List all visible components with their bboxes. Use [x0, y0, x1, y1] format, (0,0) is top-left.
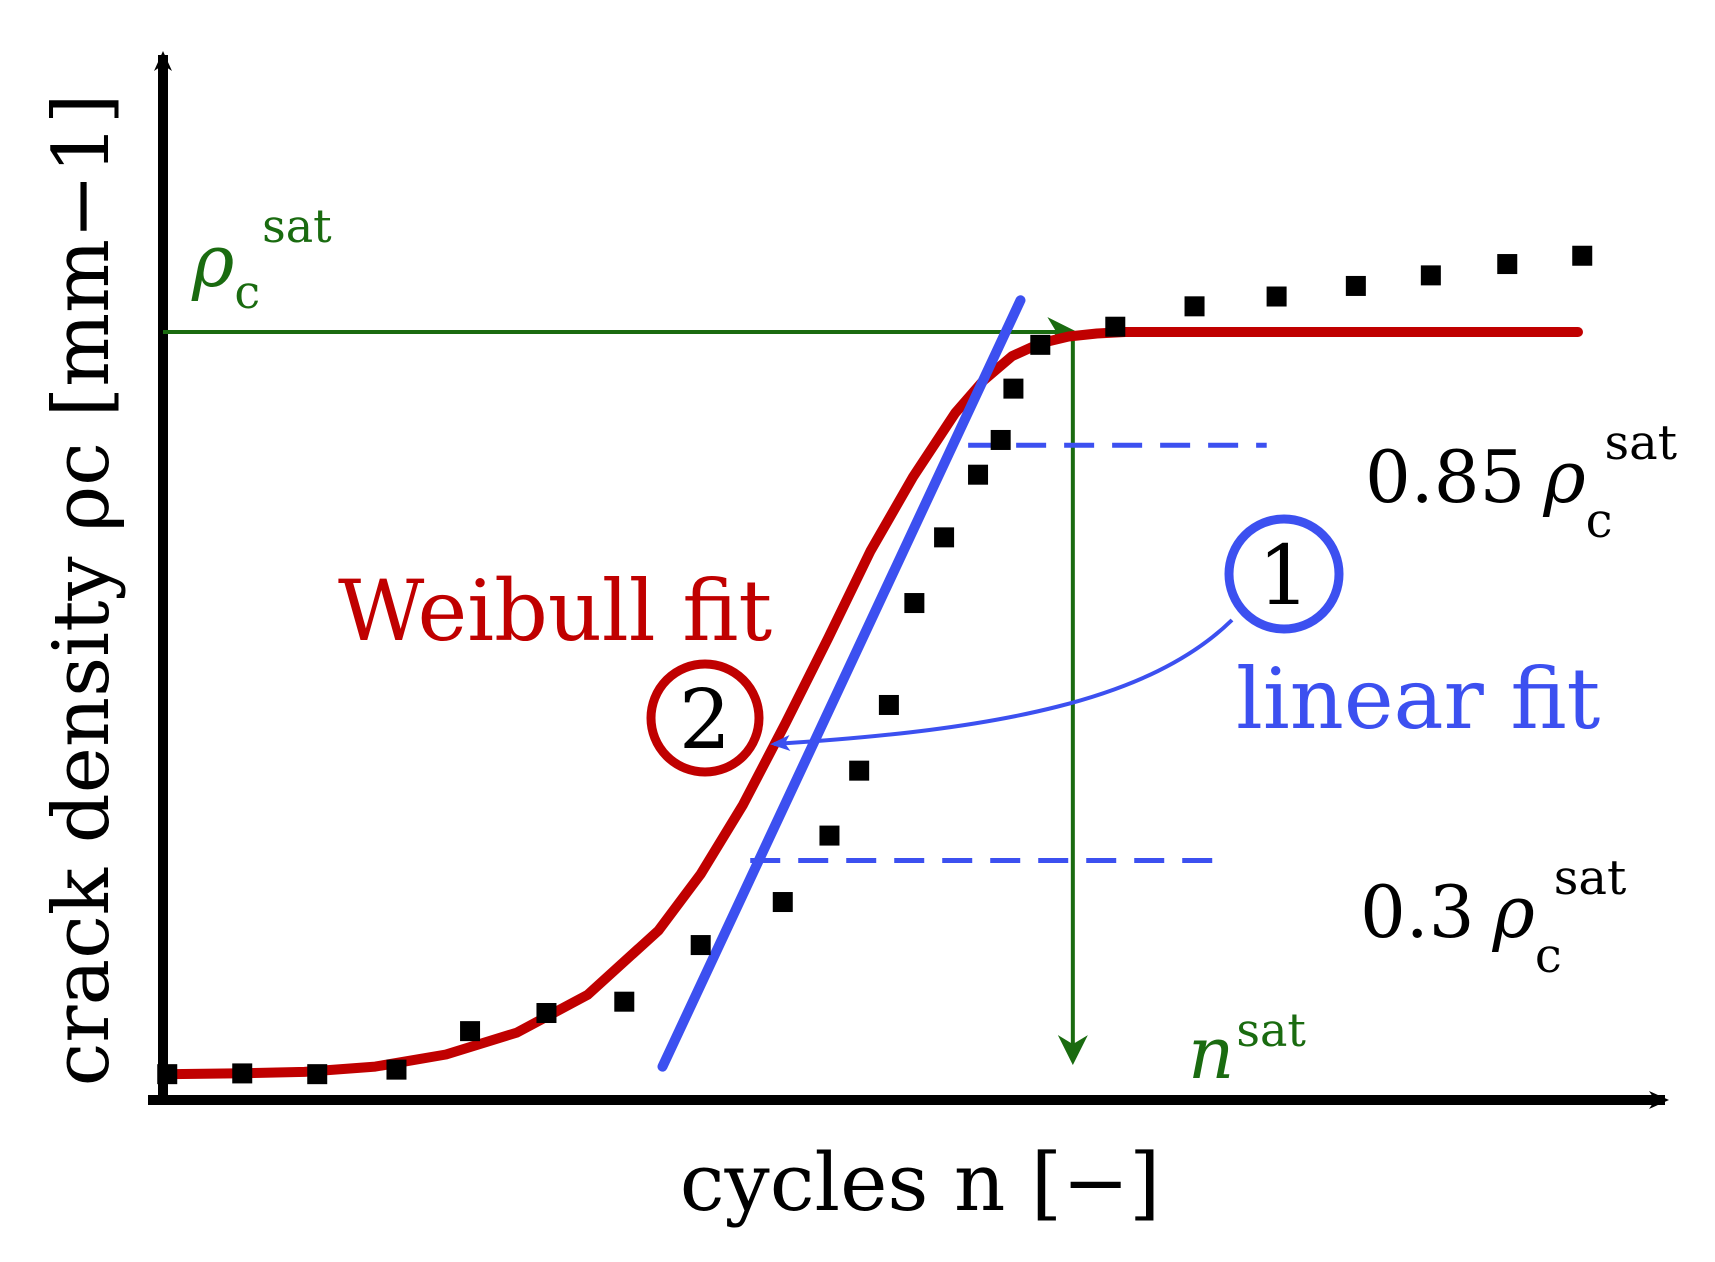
- marker-2-circle: [646, 659, 764, 777]
- data-point: [772, 892, 793, 913]
- data-point: [878, 694, 899, 715]
- data-point: [1572, 245, 1593, 266]
- annotation-arrow: [770, 618, 1234, 751]
- data-point: [460, 1021, 481, 1042]
- data-point: [904, 593, 925, 614]
- data-point: [1003, 378, 1024, 399]
- rho-sat-label: ρcsat: [191, 199, 332, 319]
- weibull-fit-label: Weibull fit: [338, 562, 772, 660]
- data-point: [1105, 316, 1126, 337]
- data-point: [386, 1059, 407, 1080]
- x-axis-label: cycles n [−]: [680, 1136, 1161, 1229]
- threshold-085-label: 0.85 ρcsat: [1365, 415, 1677, 549]
- data-point: [307, 1064, 328, 1085]
- data-point: [157, 1064, 178, 1085]
- data-point: [614, 991, 635, 1012]
- reference-lines: [163, 317, 1267, 1066]
- data-point: [934, 527, 955, 548]
- data-point: [1497, 254, 1518, 275]
- data-point: [690, 935, 711, 956]
- data-point: [1030, 334, 1051, 355]
- n-sat-label: nsat: [1188, 1003, 1306, 1095]
- marker-1-circle: [1224, 514, 1344, 634]
- threshold-03-label: 0.3 ρcsat: [1360, 850, 1626, 984]
- data-point: [536, 1003, 557, 1024]
- data-point: [1420, 265, 1441, 286]
- marker-1-label: 1: [1258, 529, 1310, 624]
- data-point-markers: [157, 245, 1593, 1085]
- data-point: [1345, 275, 1366, 296]
- data-point: [968, 464, 989, 485]
- data-point: [849, 760, 870, 781]
- data-point: [1266, 286, 1287, 307]
- linear-fit-label: linear fit: [1236, 650, 1601, 748]
- data-point: [1184, 296, 1205, 317]
- marker-2-label: 2: [679, 673, 731, 768]
- data-point: [819, 825, 840, 846]
- y-axis-label: crack density ρc [mm−1]: [37, 94, 127, 1087]
- data-point: [990, 429, 1011, 450]
- data-point: [232, 1063, 253, 1084]
- linear-fit-line: [657, 295, 1026, 1072]
